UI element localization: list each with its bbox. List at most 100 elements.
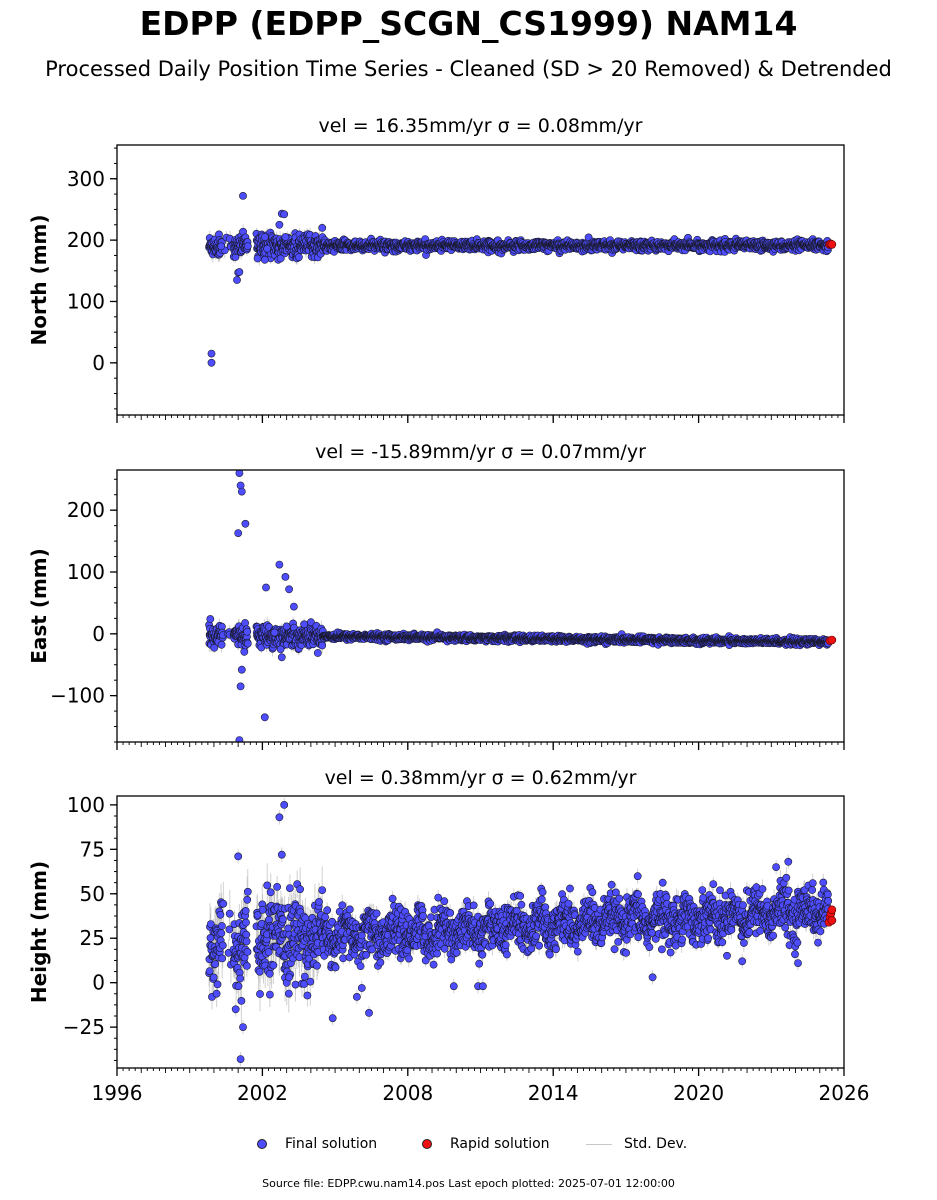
final-point [284, 924, 293, 933]
final-point [440, 897, 449, 906]
final-point [243, 639, 252, 648]
final-point [219, 899, 228, 908]
final-point [318, 886, 327, 894]
final-point [253, 254, 262, 263]
final-point [211, 960, 220, 968]
final-point [313, 961, 321, 970]
final-point [266, 888, 275, 897]
final-point [243, 948, 252, 956]
final-point [237, 487, 246, 496]
final-point [236, 974, 245, 983]
final-point [242, 918, 250, 927]
final-point [233, 276, 241, 284]
final-point [339, 954, 347, 963]
y-tick-label: 300 [67, 167, 105, 191]
y-tick-label: −100 [50, 684, 105, 708]
final-point [345, 905, 354, 914]
final-point [429, 960, 438, 969]
final-point [372, 909, 381, 918]
final-point [315, 898, 323, 906]
final-point [218, 954, 227, 963]
page-subtitle: Processed Daily Position Time Series - C… [45, 57, 892, 81]
final-point [260, 713, 269, 722]
final-point [242, 962, 251, 970]
final-point [404, 954, 413, 963]
rapid-point [827, 240, 837, 249]
y-tick-label: 0 [92, 622, 105, 646]
final-point [278, 915, 287, 924]
final-point [206, 615, 215, 623]
series-east [205, 470, 837, 742]
axes-frame-north [116, 144, 845, 416]
y-axis-label-height: Height (mm) [27, 861, 51, 1003]
rapid-point [827, 635, 837, 645]
final-point [213, 980, 222, 989]
final-point [281, 233, 290, 241]
axes-frame-east [116, 469, 845, 743]
final-point [263, 244, 272, 253]
final-point [356, 962, 365, 970]
final-point [263, 881, 272, 890]
rapid-points-east [825, 635, 837, 645]
final-points-east [205, 470, 833, 742]
final-point [243, 887, 252, 896]
std-dev-bars-east [208, 470, 829, 742]
final-point [276, 254, 285, 263]
final-point [291, 980, 300, 989]
final-point [433, 949, 441, 958]
final-point [270, 628, 279, 637]
final-points-north [205, 191, 833, 367]
final-point [285, 884, 294, 892]
final-point [212, 989, 221, 998]
final-point [284, 989, 293, 998]
final-point [207, 349, 216, 358]
final-points-height [205, 801, 833, 1063]
final-point [237, 997, 246, 1005]
final-point [256, 990, 264, 998]
y-axis-label-north: North (mm) [27, 214, 51, 345]
y-axis-label-east: East (mm) [27, 548, 51, 664]
final-point [234, 529, 243, 537]
final-point [303, 991, 312, 1000]
panel-north: vel = 16.35mm/yr σ = 0.08mm/yr North (mm)… [27, 115, 845, 423]
final-point [241, 907, 250, 915]
series-height [205, 797, 837, 1067]
final-point [242, 930, 251, 939]
final-point [205, 967, 214, 975]
final-point [217, 640, 226, 649]
final-point [240, 647, 249, 656]
y-tick-label: 200 [67, 228, 105, 252]
final-point [289, 602, 298, 611]
final-point [275, 220, 284, 229]
final-point [282, 622, 291, 631]
final-point [331, 963, 340, 972]
final-point [217, 922, 226, 930]
y-tick-label: 0 [92, 351, 105, 375]
panel-title-north: vel = 16.35mm/yr σ = 0.08mm/yr [319, 115, 643, 137]
final-point [236, 682, 245, 691]
series-north [205, 191, 837, 367]
final-point [243, 895, 252, 904]
panel-east: vel = -15.89mm/yr σ = 0.07mm/yr East (mm)… [27, 441, 845, 750]
final-point [280, 210, 289, 219]
y-tick-label: 200 [67, 498, 105, 522]
final-point [207, 358, 216, 367]
std-dev-bars-north [208, 193, 829, 366]
final-point [446, 909, 455, 917]
final-point [276, 645, 285, 654]
final-point [318, 223, 327, 232]
final-point [241, 619, 249, 627]
panel-title-east: vel = -15.89mm/yr σ = 0.07mm/yr [315, 441, 646, 463]
final-point [306, 618, 315, 627]
final-point [281, 573, 290, 581]
final-point [218, 941, 227, 950]
final-point [235, 268, 244, 276]
final-point [258, 905, 267, 914]
time-series-figure: vel = 16.35mm/yr σ = 0.08mm/yr North (mm)… [27, 115, 869, 1105]
final-point [296, 885, 304, 894]
page-title: EDPP (EDPP_SCGN_CS1999) NAM14 [139, 4, 798, 43]
final-point [217, 929, 226, 938]
final-point [323, 906, 332, 915]
final-point [277, 653, 286, 662]
